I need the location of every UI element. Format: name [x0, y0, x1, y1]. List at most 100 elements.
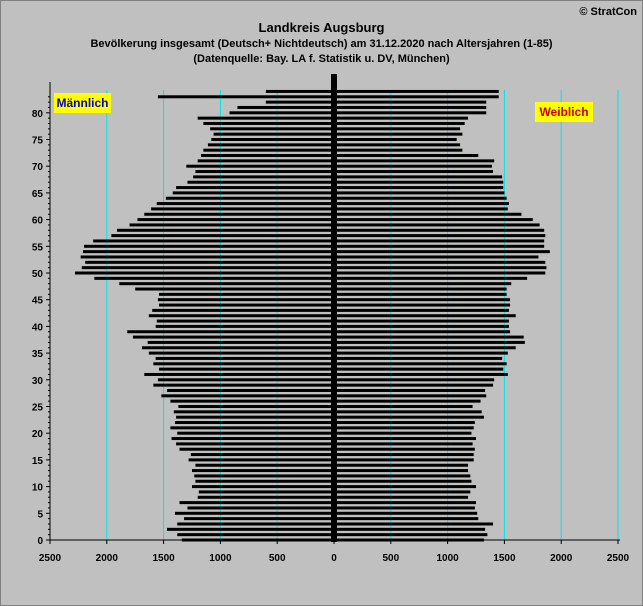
bar-male-age-58: [117, 228, 334, 232]
bar-male-age-52: [85, 260, 334, 264]
bar-male-age-24: [173, 410, 334, 414]
bar-male-age-63: [156, 202, 334, 206]
bar-male-age-42: [148, 314, 334, 318]
bar-male-age-78: [203, 121, 334, 125]
x-tick-label: 1000: [436, 553, 459, 564]
y-tick-label: 50: [32, 269, 44, 280]
bar-female-age-12: [334, 474, 471, 478]
bar-female-age-16: [334, 453, 474, 457]
bar-female-age-44: [334, 303, 511, 307]
bar-male-age-4: [184, 517, 334, 521]
bar-female-age-33: [334, 362, 507, 366]
bar-female-age-36: [334, 346, 516, 350]
x-tick-label: 1000: [209, 553, 232, 564]
bar-male-age-39: [127, 330, 334, 334]
bar-male-age-60: [137, 218, 334, 222]
female-label: Weiblich: [539, 105, 588, 119]
bar-male-age-38: [132, 335, 334, 339]
bar-female-age-81: [334, 105, 487, 109]
bar-male-age-8: [197, 495, 334, 499]
bar-male-age-32: [159, 367, 334, 371]
bar-female-age-6: [334, 506, 475, 510]
y-tick-label: 70: [32, 162, 44, 173]
bar-male-age-13: [192, 469, 334, 473]
bar-female-age-39: [334, 330, 511, 334]
bar-male-age-17: [179, 447, 334, 451]
bar-female-age-21: [334, 426, 474, 430]
bar-female-age-20: [334, 431, 472, 435]
bar-male-age-84: [265, 89, 334, 93]
bar-female-age-64: [334, 196, 507, 200]
bar-female-age-31: [334, 372, 508, 376]
bar-female-age-63: [334, 202, 509, 206]
bar-male-age-50: [74, 271, 334, 275]
bar-male-age-75: [211, 138, 334, 141]
bar-female-age-56: [334, 239, 545, 243]
y-tick-label: 0: [37, 536, 43, 547]
bar-female-age-37: [334, 340, 525, 344]
bar-female-age-46: [334, 292, 507, 296]
bar-male-age-57: [111, 234, 335, 238]
bar-female-age-78: [334, 121, 465, 125]
bar-male-age-36: [142, 346, 334, 350]
chart-source: (Datenquelle: Bay. LA f. Statistik u. DV…: [193, 53, 450, 65]
bar-female-age-34: [334, 356, 503, 360]
bar-female-age-22: [334, 421, 475, 425]
bar-male-age-76: [213, 132, 334, 136]
bar-male-age-55: [84, 244, 334, 248]
male-label-box: [54, 93, 111, 113]
bar-female-age-23: [334, 415, 484, 419]
bar-female-age-82: [334, 100, 487, 104]
bar-male-age-41: [156, 319, 334, 323]
bar-male-age-6: [187, 506, 334, 510]
bar-male-age-29: [153, 383, 334, 387]
bar-female-age-48: [334, 282, 512, 286]
bar-female-age-59: [334, 223, 540, 227]
bar-female-age-72: [334, 154, 479, 158]
bar-male-age-16: [190, 453, 334, 457]
chart-subtitle: Bevölkerung insgesamt (Deutsch+ Nichtdeu…: [90, 38, 553, 50]
x-tick-label: 2000: [550, 553, 573, 564]
bar-female-age-10: [334, 485, 476, 489]
bar-male-age-61: [144, 212, 334, 216]
bar-female-age-7: [334, 501, 476, 505]
bar-female-age-1: [334, 533, 488, 537]
bar-female-age-38: [334, 335, 524, 339]
bar-female-age-17: [334, 447, 475, 451]
bar-female-age-13: [334, 469, 469, 473]
bars: [74, 89, 550, 542]
bar-female-age-25: [334, 405, 473, 408]
copyright-label: © StratCon: [579, 6, 637, 18]
bar-male-age-53: [80, 255, 334, 259]
bar-male-age-69: [195, 170, 334, 174]
sex-labels: Männlich Weiblich: [54, 93, 593, 122]
bar-female-age-28: [334, 388, 486, 392]
bar-female-age-54: [334, 250, 550, 254]
x-tick-label: 500: [382, 553, 399, 564]
y-tick-label: 35: [32, 349, 44, 360]
bar-female-age-41: [334, 319, 509, 323]
bar-female-age-79: [334, 116, 469, 120]
y-tick-label: 65: [32, 189, 44, 200]
bar-female-age-51: [334, 266, 547, 270]
bar-male-age-72: [201, 154, 334, 158]
bar-male-age-54: [82, 250, 334, 254]
bar-male-age-9: [198, 490, 334, 494]
bar-female-age-26: [334, 399, 481, 403]
bar-female-age-80: [334, 111, 487, 115]
bar-female-age-84: [334, 89, 499, 93]
bar-male-age-37: [147, 340, 334, 344]
bar-male-age-80: [229, 111, 334, 115]
bar-female-age-70: [334, 164, 492, 168]
bar-female-age-45: [334, 298, 511, 302]
bar-female-age-68: [334, 175, 503, 179]
bar-male-age-2: [167, 527, 334, 531]
y-tick-label: 5: [37, 509, 43, 520]
bar-male-age-30: [157, 378, 334, 382]
bar-male-age-21: [170, 426, 334, 430]
bar-male-age-23: [176, 415, 334, 419]
bar-male-age-59: [129, 223, 334, 227]
female-label-box: [535, 102, 593, 122]
bar-female-age-57: [334, 234, 546, 238]
